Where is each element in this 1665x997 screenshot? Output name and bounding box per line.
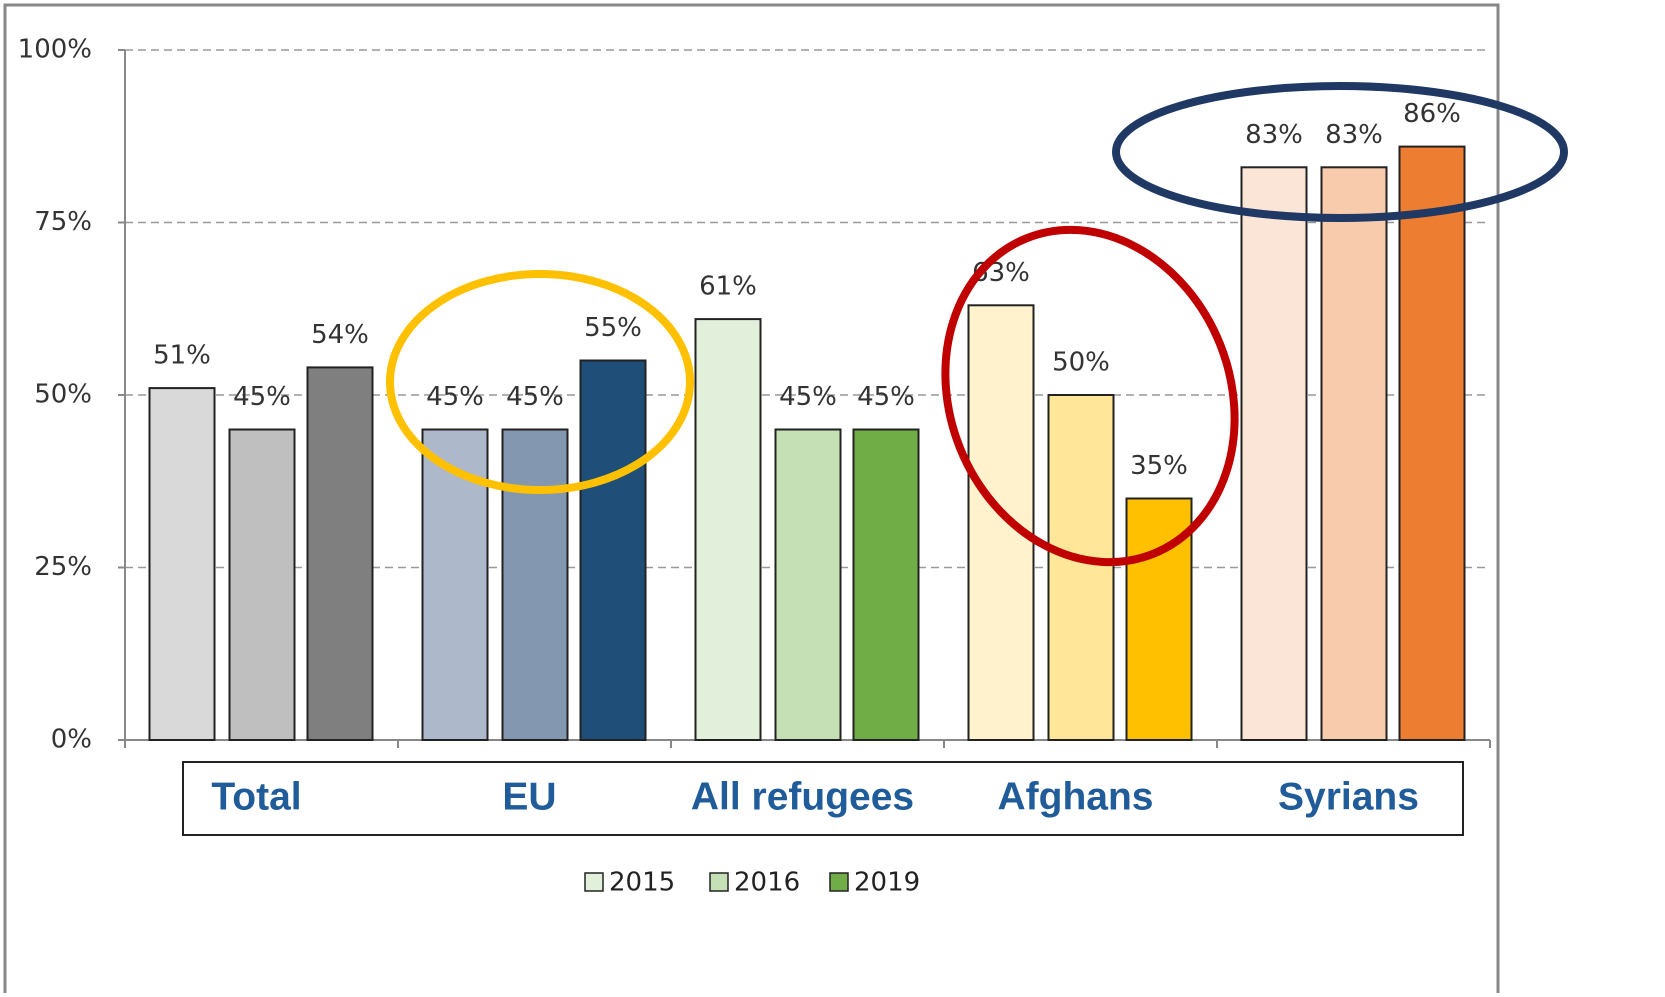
data-label: 54% — [311, 320, 369, 350]
y-tick-label: 0% — [51, 725, 92, 755]
legend-label: 2016 — [734, 868, 800, 898]
data-label: 35% — [1130, 451, 1188, 481]
x-tick-label: Afghans — [998, 775, 1154, 818]
data-label: 45% — [506, 382, 564, 412]
y-tick-label: 25% — [34, 552, 92, 582]
data-label: 83% — [1325, 120, 1383, 150]
data-label: 45% — [233, 382, 291, 412]
legend-swatch — [584, 872, 604, 892]
bar — [774, 428, 842, 741]
bar — [1047, 394, 1115, 741]
data-label: 83% — [1245, 120, 1303, 150]
legend-label: 2015 — [609, 868, 675, 898]
x-tick-label: EU — [502, 775, 556, 818]
y-tick-label: 100% — [18, 35, 92, 65]
data-label: 61% — [699, 272, 757, 302]
bar — [1125, 497, 1193, 741]
data-label: 86% — [1403, 99, 1461, 129]
x-tick-label: All refugees — [691, 775, 914, 818]
y-tick-label: 75% — [34, 207, 92, 237]
bar — [306, 366, 374, 741]
data-label: 50% — [1052, 348, 1110, 378]
data-label: 45% — [779, 382, 837, 412]
highlight-ellipse — [941, 225, 1239, 567]
x-tick-label: Syrians — [1278, 775, 1419, 818]
bar — [501, 428, 569, 741]
x-tick-label: Total — [211, 775, 301, 818]
chart-frame — [3, 3, 1500, 997]
bar — [694, 318, 762, 741]
bar — [228, 428, 296, 741]
data-label: 45% — [857, 382, 915, 412]
bar — [579, 359, 647, 741]
bar — [148, 387, 216, 741]
data-label: 51% — [153, 341, 211, 371]
bar — [967, 304, 1035, 741]
highlight-ellipse — [386, 270, 694, 494]
bar — [1240, 166, 1308, 742]
bar — [852, 428, 920, 741]
legend-swatch — [709, 872, 729, 892]
bar — [1398, 145, 1466, 742]
legend-swatch — [829, 872, 849, 892]
highlight-ellipse — [1112, 82, 1568, 222]
y-tick-label: 50% — [34, 380, 92, 410]
bar — [1320, 166, 1388, 742]
data-label: 55% — [584, 313, 642, 343]
category-box — [182, 761, 1464, 836]
data-label: 45% — [426, 382, 484, 412]
legend-label: 2019 — [854, 868, 920, 898]
annotations — [386, 82, 1568, 567]
